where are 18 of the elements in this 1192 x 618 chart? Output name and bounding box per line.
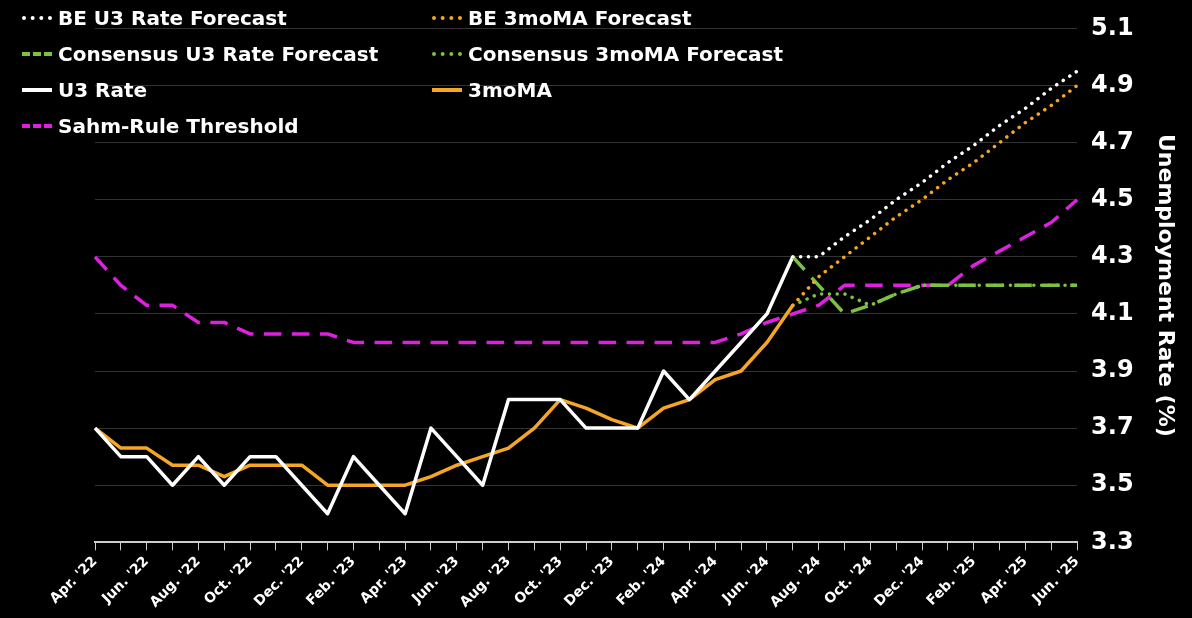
y-tick-label: 3.9 [1091, 355, 1134, 384]
y-tick-label: 4.5 [1091, 183, 1134, 212]
y-tick-label: 4.7 [1091, 126, 1134, 155]
legend-label: BE U3 Rate Forecast [58, 6, 287, 30]
y-axis-title: Unemployment Rate (%) [1154, 133, 1180, 437]
y-tick-label: 3.3 [1091, 526, 1134, 555]
y-tick-label: 4.3 [1091, 241, 1134, 270]
y-tick-label: 5.1 [1091, 12, 1134, 41]
legend-label: U3 Rate [58, 78, 148, 102]
legend-label: Consensus U3 Rate Forecast [58, 42, 379, 66]
legend-label: 3moMA [468, 78, 552, 102]
y-tick-label: 4.9 [1091, 69, 1134, 98]
y-tick-label: 3.7 [1091, 412, 1134, 441]
legend-label: Sahm-Rule Threshold [58, 114, 299, 138]
legend-label: Consensus 3moMA Forecast [468, 42, 784, 66]
y-tick-label: 3.5 [1091, 469, 1134, 498]
legend-label: BE 3moMA Forecast [468, 6, 692, 30]
y-tick-label: 4.1 [1091, 298, 1134, 327]
